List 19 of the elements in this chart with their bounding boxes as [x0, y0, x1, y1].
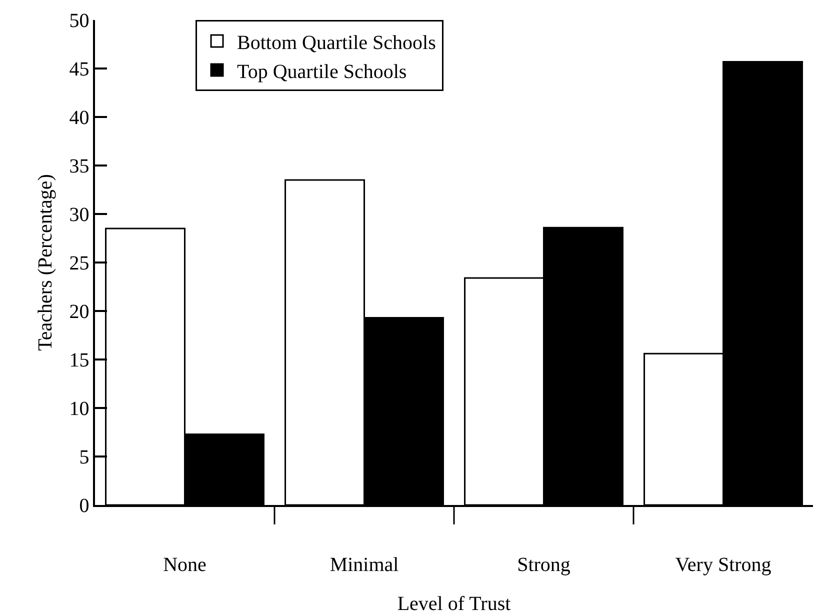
y-tick-label: 15 — [69, 350, 90, 372]
y-tick-label: 25 — [69, 252, 90, 274]
legend-label: Top Quartile Schools — [237, 60, 407, 83]
x-tick-label: Very Strong — [675, 554, 772, 576]
x-axis-title: Level of Trust — [397, 593, 512, 615]
legend-label: Bottom Quartile Schools — [237, 32, 436, 54]
x-tick-label: None — [163, 554, 207, 576]
y-tick-label: 10 — [69, 398, 90, 420]
x-tick-label: Strong — [517, 554, 570, 576]
y-axis-title: Teachers (Percentage) — [34, 174, 56, 351]
y-tick-label: 30 — [69, 204, 90, 226]
y-tick-label: 50 — [69, 10, 90, 32]
y-tick-label: 20 — [69, 301, 90, 323]
y-tick-label: 45 — [69, 58, 90, 80]
y-tick-label: 0 — [79, 495, 90, 517]
x-tick-label: Minimal — [330, 554, 400, 576]
y-tick-label: 40 — [69, 107, 90, 129]
y-tick-label: 35 — [69, 156, 90, 178]
y-tick-label: 5 — [79, 446, 90, 468]
